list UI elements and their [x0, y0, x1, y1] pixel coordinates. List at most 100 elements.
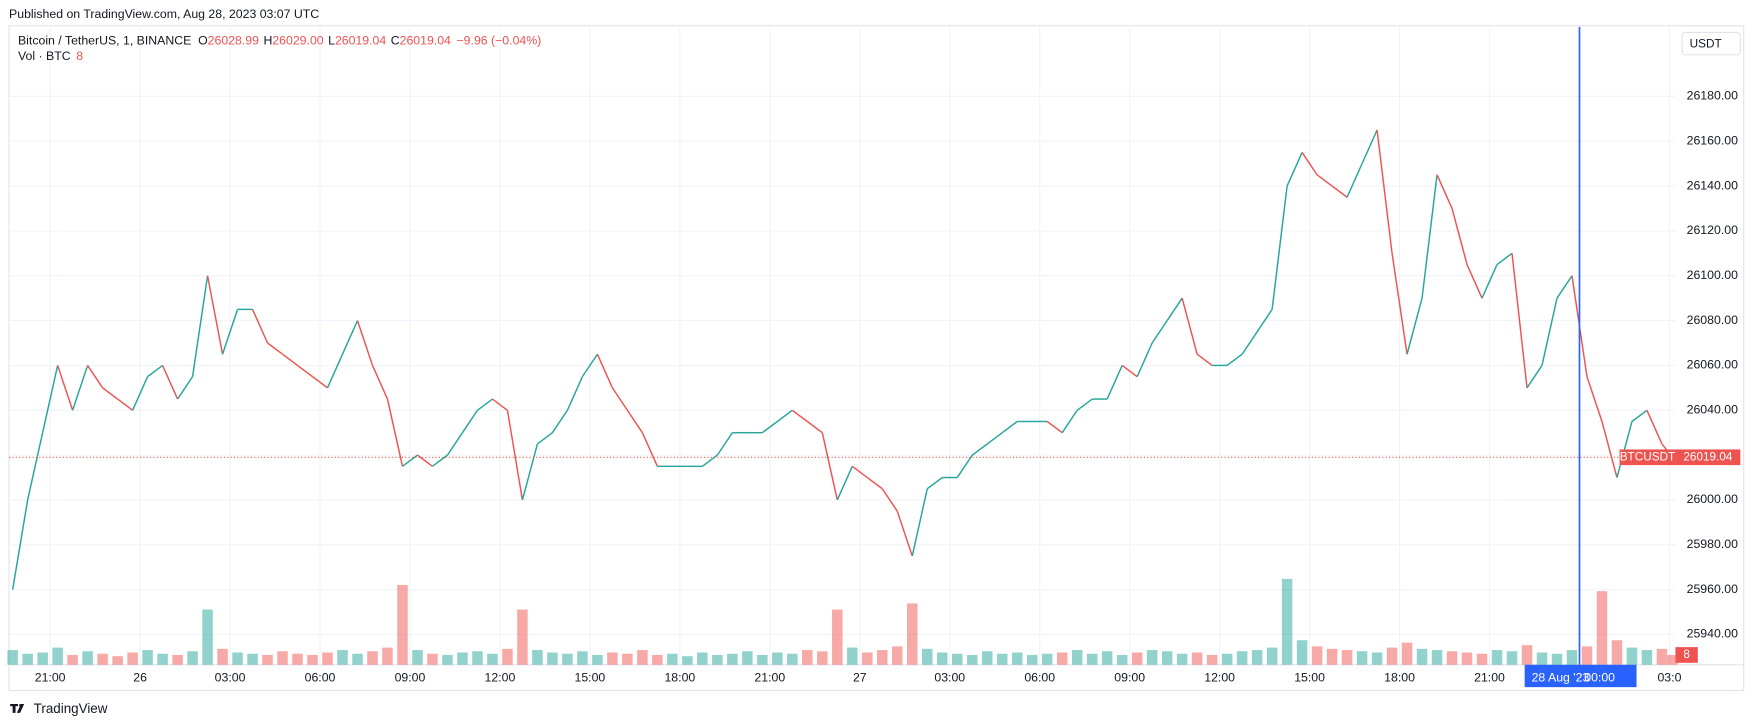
volume-bar: [157, 653, 168, 665]
legend-change: −9.96 (−0.04%): [457, 34, 542, 48]
price-segment: [221, 309, 239, 355]
volume-bar: [1371, 652, 1383, 665]
price-segment: [117, 398, 134, 411]
volume-bar: [1521, 645, 1533, 665]
crosshair-date: 28 Aug '23: [1532, 670, 1590, 684]
brand-name: TradingView: [34, 701, 108, 716]
chart-frame: [8, 25, 1745, 692]
volume-bar: [112, 656, 123, 665]
currency-button: [1681, 31, 1741, 56]
volume-bar: [952, 653, 963, 665]
price-segment: [836, 466, 853, 501]
price-segment: [1526, 365, 1543, 389]
volume-bar: [97, 653, 108, 665]
price-segment: [386, 398, 404, 467]
volume-bar: [67, 654, 78, 665]
price-segment: [911, 488, 928, 557]
price-segment: [1556, 275, 1573, 299]
price-segment: [1331, 185, 1348, 198]
price-segment: [506, 410, 524, 501]
price-segment: [1061, 409, 1078, 434]
legend-symbol: Bitcoin / TetherUS, 1, BINANCE: [18, 34, 191, 48]
legend-field-value: 26029.00: [272, 34, 323, 48]
volume-bar: [1221, 653, 1233, 665]
price-segment: [1451, 208, 1468, 265]
price-segment: [776, 409, 793, 423]
legend-field-value: 26028.99: [208, 34, 259, 48]
x-tick-label: 18:00: [664, 670, 695, 684]
volume-bar: [847, 647, 858, 665]
legend-field-label: C: [391, 34, 400, 48]
price-segment: [821, 432, 839, 501]
volume-bar: [577, 651, 588, 665]
volume-bar: [712, 654, 723, 665]
volume-bar: [307, 654, 318, 665]
volume-bar: [1266, 647, 1278, 665]
price-segment: [581, 353, 599, 378]
volume-bar: [1281, 578, 1293, 665]
volume-bar: [877, 650, 888, 665]
price-segment: [956, 454, 973, 478]
price-segment: [312, 376, 328, 389]
x-tick-label: 06:00: [305, 670, 336, 684]
volume-bar: [352, 653, 363, 665]
x-tick-label: 21:00: [35, 670, 66, 684]
legend-field-value: 26019.04: [335, 34, 386, 48]
price-segment: [971, 443, 988, 456]
volume-bar: [247, 653, 258, 665]
volume-bar: [607, 652, 618, 665]
price-segment: [1046, 420, 1063, 434]
price-segment: [761, 420, 778, 434]
volume-bar: [562, 653, 573, 665]
volume-bar: [727, 653, 738, 665]
volume-bar: [1401, 642, 1413, 665]
price-segment: [806, 420, 823, 434]
volume-tag-text: 8: [1683, 648, 1690, 661]
price-segment: [1481, 264, 1498, 299]
volume-bar: [547, 652, 558, 665]
price-segment: [147, 364, 164, 378]
volume-bar: [832, 609, 843, 665]
volume-bar: [1461, 652, 1473, 665]
price-segment: [1601, 421, 1618, 478]
legend-field-value: 26019.04: [400, 34, 451, 48]
price-segment: [611, 387, 628, 411]
price-segment: [282, 353, 298, 367]
volume-bar: [892, 646, 903, 665]
price-segment: [492, 398, 508, 411]
y-tick-label: 26160.00: [1687, 133, 1738, 147]
logo-dot: [19, 703, 22, 707]
price-segment: [102, 387, 119, 400]
volume-bar: [1656, 648, 1668, 665]
price-segment: [206, 275, 224, 355]
volume-bar: [532, 650, 543, 665]
volume-bar: [996, 653, 1008, 665]
price-segment: [1166, 297, 1183, 321]
volume-bar: [1086, 653, 1098, 665]
volume-bar: [981, 651, 993, 665]
x-tick-label: 21:00: [754, 670, 785, 684]
volume-bar: [1506, 651, 1518, 665]
volume-bar: [367, 651, 378, 665]
volume-bar: [1476, 653, 1488, 665]
price-segment: [26, 432, 44, 501]
volume-bar: [412, 650, 423, 665]
price-segment: [251, 309, 269, 344]
volume-bar: [787, 653, 798, 665]
y-tick-label: 26140.00: [1687, 178, 1738, 192]
volume-bar: [127, 652, 138, 665]
volume-bar: [1206, 654, 1218, 665]
volume-bar: [1011, 652, 1023, 665]
volume-bar: [52, 647, 63, 665]
price-segment: [1076, 398, 1093, 411]
price-segment: [551, 409, 569, 434]
volume-bar: [742, 651, 753, 665]
price-tag-text: 26019.04: [1683, 450, 1732, 463]
price-segment: [1286, 152, 1303, 187]
price-segment: [326, 353, 344, 389]
volume-bar: [937, 652, 948, 665]
legend-field-label: O: [198, 34, 208, 48]
price-segment: [1361, 129, 1378, 164]
price-segment: [1106, 365, 1123, 400]
